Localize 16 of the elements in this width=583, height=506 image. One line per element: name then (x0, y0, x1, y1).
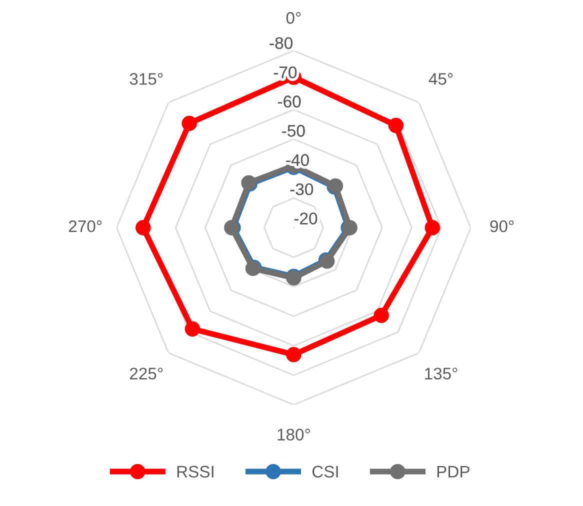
spoke-label: 315° (130, 73, 163, 85)
y-tick-label: -60 (278, 96, 301, 108)
spoke-label: 180° (278, 428, 310, 441)
spoke-label: 270° (68, 220, 102, 232)
legend-label: RSSI (177, 466, 214, 478)
y-tick-label: -50 (282, 124, 305, 137)
y-tick-label: -30 (290, 183, 314, 196)
spoke-label: 0° (286, 12, 301, 24)
spoke-label: 90° (490, 220, 514, 232)
legend-label: PDP (437, 466, 470, 478)
y-tick-label: -80 (270, 37, 292, 50)
spoke-label: 225° (130, 368, 163, 380)
spoke-label: 135° (425, 368, 458, 380)
y-tick-label: -20 (294, 212, 318, 224)
legend-label: CSI (312, 466, 338, 478)
spoke-label: 45° (428, 73, 453, 85)
